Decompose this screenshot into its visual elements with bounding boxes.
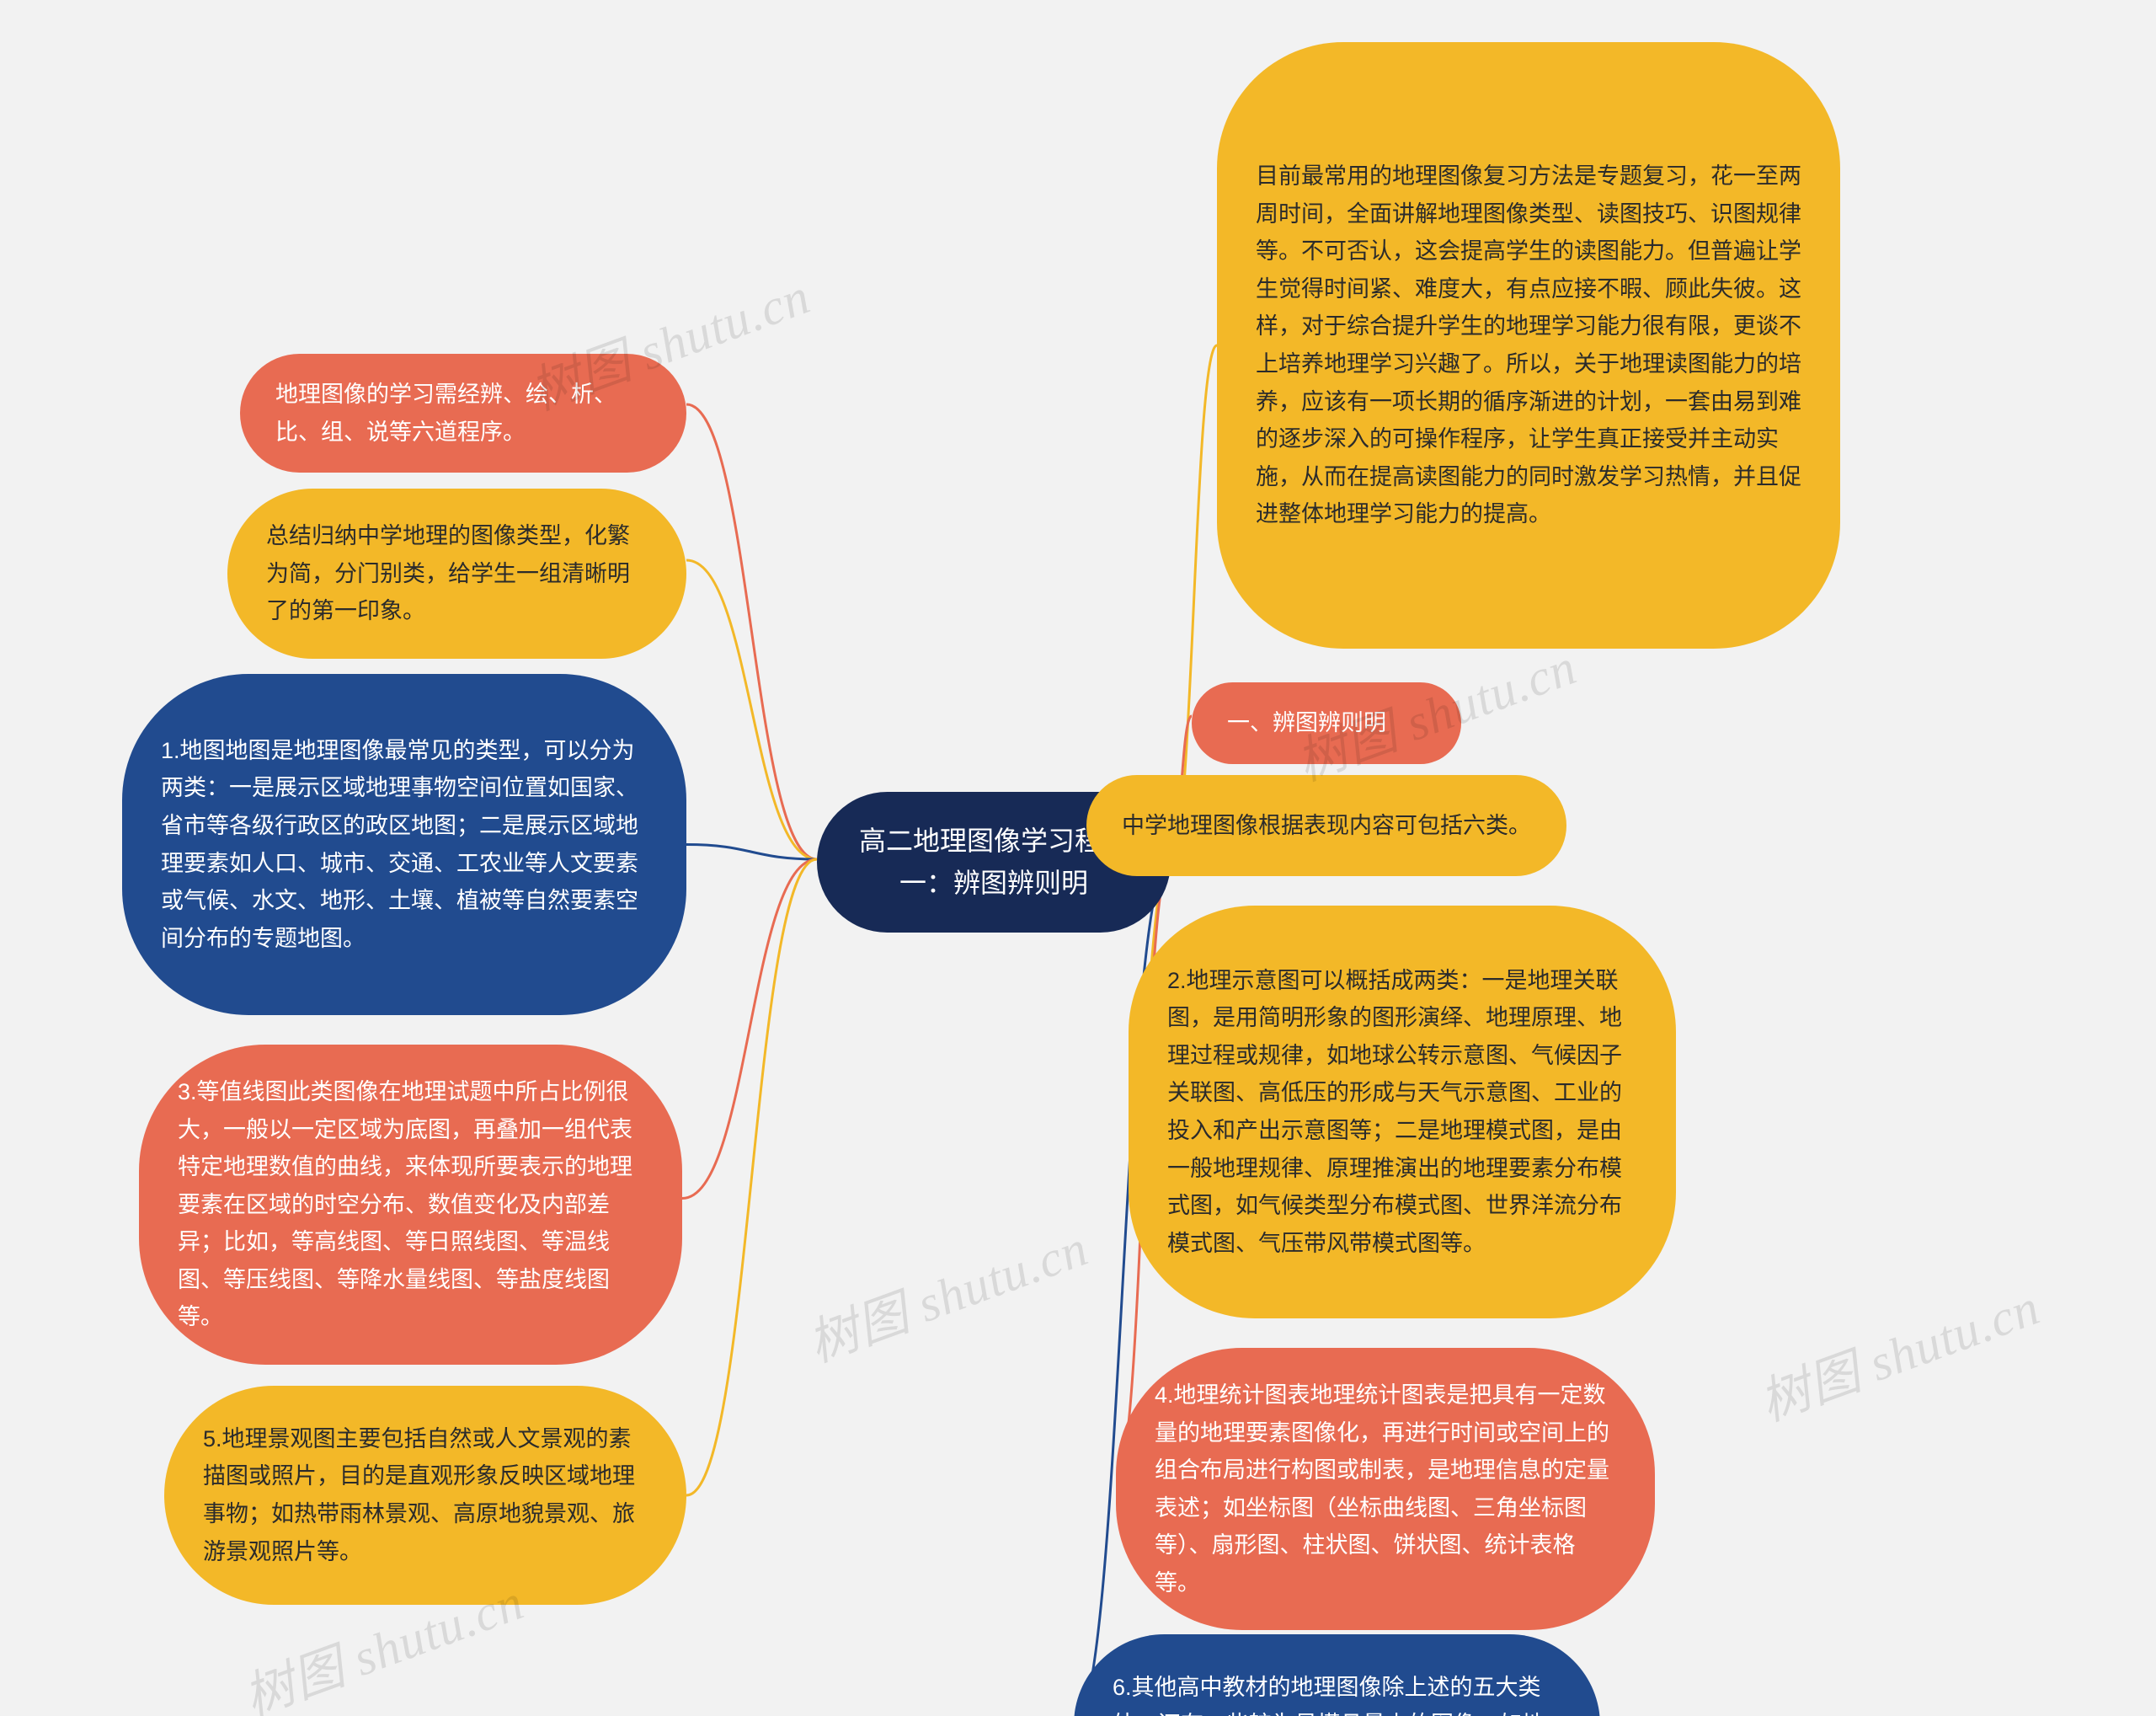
node-text: 中学地理图像根据表现内容可包括六类。 bbox=[1122, 807, 1531, 845]
mindmap-canvas: 高二地理图像学习程序一：辨图辨则明地理图像的学习需经辨、绘、析、比、组、说等六道… bbox=[0, 0, 2156, 1716]
mindmap-node: 5.地理景观图主要包括自然或人文景观的素描图或照片，目的是直观形象反映区域地理事… bbox=[164, 1386, 686, 1605]
mindmap-node: 总结归纳中学地理的图像类型，化繁为简，分门别类，给学生一组清晰明了的第一印象。 bbox=[227, 489, 686, 659]
node-text: 目前最常用的地理图像复习方法是专题复习，花一至两周时间，全面讲解地理图像类型、读… bbox=[1256, 158, 1801, 532]
watermark: 树图 shutu.cn bbox=[797, 1207, 1097, 1377]
mindmap-node: 一、辨图辨则明 bbox=[1192, 682, 1461, 764]
node-text: 地理图像的学习需经辨、绘、析、比、组、说等六道程序。 bbox=[275, 376, 651, 451]
mindmap-node: 地理图像的学习需经辨、绘、析、比、组、说等六道程序。 bbox=[240, 354, 686, 473]
node-text: 4.地理统计图表地理统计图表是把具有一定数量的地理要素图像化，再进行时间或空间上… bbox=[1155, 1377, 1616, 1601]
node-text: 一、辨图辨则明 bbox=[1227, 704, 1386, 742]
node-text: 6.其他高中教材的地理图像除上述的五大类外，还有一些较为易懂且量少的图像，如地理… bbox=[1113, 1669, 1561, 1716]
mindmap-node: 4.地理统计图表地理统计图表是把具有一定数量的地理要素图像化，再进行时间或空间上… bbox=[1116, 1348, 1655, 1630]
mindmap-node: 2.地理示意图可以概括成两类：一是地理关联图，是用简明形象的图形演绎、地理原理、… bbox=[1129, 906, 1676, 1318]
watermark: 树图 shutu.cn bbox=[1748, 1266, 2048, 1435]
node-text: 2.地理示意图可以概括成两类：一是地理关联图，是用简明形象的图形演绎、地理原理、… bbox=[1167, 962, 1637, 1262]
node-text: 3.等值线图此类图像在地理试题中所占比例很大，一般以一定区域为底图，再叠加一组代… bbox=[178, 1073, 643, 1336]
mindmap-node: 目前最常用的地理图像复习方法是专题复习，花一至两周时间，全面讲解地理图像类型、读… bbox=[1217, 42, 1840, 649]
mindmap-node: 6.其他高中教材的地理图像除上述的五大类外，还有一些较为易懂且量少的图像，如地理… bbox=[1074, 1634, 1600, 1716]
mindmap-node: 中学地理图像根据表现内容可包括六类。 bbox=[1086, 775, 1566, 876]
mindmap-node: 1.地图地图是地理图像最常见的类型，可以分为两类：一是展示区域地理事物空间位置如… bbox=[122, 674, 686, 1015]
mindmap-node: 3.等值线图此类图像在地理试题中所占比例很大，一般以一定区域为底图，再叠加一组代… bbox=[139, 1045, 682, 1365]
node-text: 5.地理景观图主要包括自然或人文景观的素描图或照片，目的是直观形象反映区域地理事… bbox=[203, 1420, 648, 1570]
node-text: 总结归纳中学地理的图像类型，化繁为简，分门别类，给学生一组清晰明了的第一印象。 bbox=[266, 517, 648, 630]
node-text: 1.地图地图是地理图像最常见的类型，可以分为两类：一是展示区域地理事物空间位置如… bbox=[161, 732, 648, 957]
